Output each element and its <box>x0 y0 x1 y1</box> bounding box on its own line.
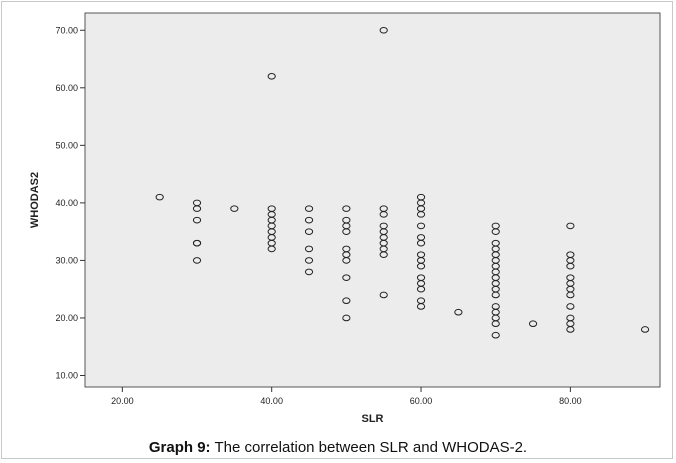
caption-label: Graph 9: <box>148 439 211 456</box>
scatter-point <box>454 308 463 316</box>
scatter-point <box>304 245 314 253</box>
scatter-point <box>528 320 538 328</box>
data-points <box>155 26 650 339</box>
y-tick-label: 40.00 <box>55 198 78 208</box>
scatter-point <box>640 326 650 333</box>
scatter-point <box>416 303 426 310</box>
scatter-point <box>566 262 575 270</box>
y-tick-label: 70.00 <box>55 25 78 35</box>
scatter-point <box>342 205 351 212</box>
scatter-point <box>304 216 314 224</box>
x-tick-label: 60.00 <box>410 396 433 406</box>
scatter-point <box>304 268 314 276</box>
figure-caption: Graph 9: The correlation between SLR and… <box>0 439 676 456</box>
scatter-point <box>379 291 388 299</box>
scatter-point <box>416 239 426 247</box>
scatter-point <box>566 303 575 310</box>
scatter-point <box>192 205 202 212</box>
x-tick-label: 20.00 <box>111 396 134 406</box>
y-axis-title: WHODAS2 <box>29 172 41 228</box>
x-axis-title: SLR <box>362 413 384 425</box>
scatter-point <box>491 320 500 328</box>
x-axis: 20.00 40.00 60.00 80.00 <box>111 387 582 406</box>
scatter-point <box>304 228 314 235</box>
scatter-point <box>379 251 388 258</box>
scatter-point <box>342 297 351 304</box>
scatter-point <box>304 205 314 212</box>
y-tick-label: 50.00 <box>55 140 78 150</box>
scatter-point <box>566 291 575 299</box>
y-tick-label: 60.00 <box>55 83 78 93</box>
scatter-point <box>342 257 351 264</box>
scatter-point <box>491 331 500 339</box>
scatter-point <box>379 26 388 34</box>
y-tick-label: 30.00 <box>55 255 78 265</box>
y-tick-label: 10.00 <box>55 370 78 380</box>
scatter-point <box>342 228 351 235</box>
scatter-point <box>416 222 426 230</box>
scatter-point <box>566 222 575 230</box>
scatter-point <box>267 72 276 80</box>
scatter-point <box>192 239 202 247</box>
scatter-point <box>416 285 426 293</box>
scatter-point <box>342 274 351 281</box>
scatter-point <box>491 291 500 299</box>
scatter-point <box>267 245 276 253</box>
scatter-point <box>304 257 314 264</box>
scatter-point <box>342 314 351 322</box>
scatter-point <box>416 211 426 218</box>
x-tick-label: 40.00 <box>260 396 283 406</box>
plot-area <box>84 12 661 388</box>
scatter-point <box>416 262 426 270</box>
scatter-point <box>491 228 500 235</box>
y-tick-label: 20.00 <box>55 313 78 323</box>
scatter-point <box>566 326 575 333</box>
scatter-point <box>155 193 164 201</box>
caption-text: The correlation between SLR and WHODAS-2… <box>210 439 528 456</box>
y-axis: 10.00 20.00 30.00 40.00 50.00 60.00 70.00 <box>55 25 85 380</box>
scatter-point <box>379 211 388 218</box>
x-tick-label: 80.00 <box>559 396 582 406</box>
scatter-point <box>192 257 202 264</box>
scatter-point <box>230 205 239 212</box>
scatter-point <box>192 216 202 224</box>
